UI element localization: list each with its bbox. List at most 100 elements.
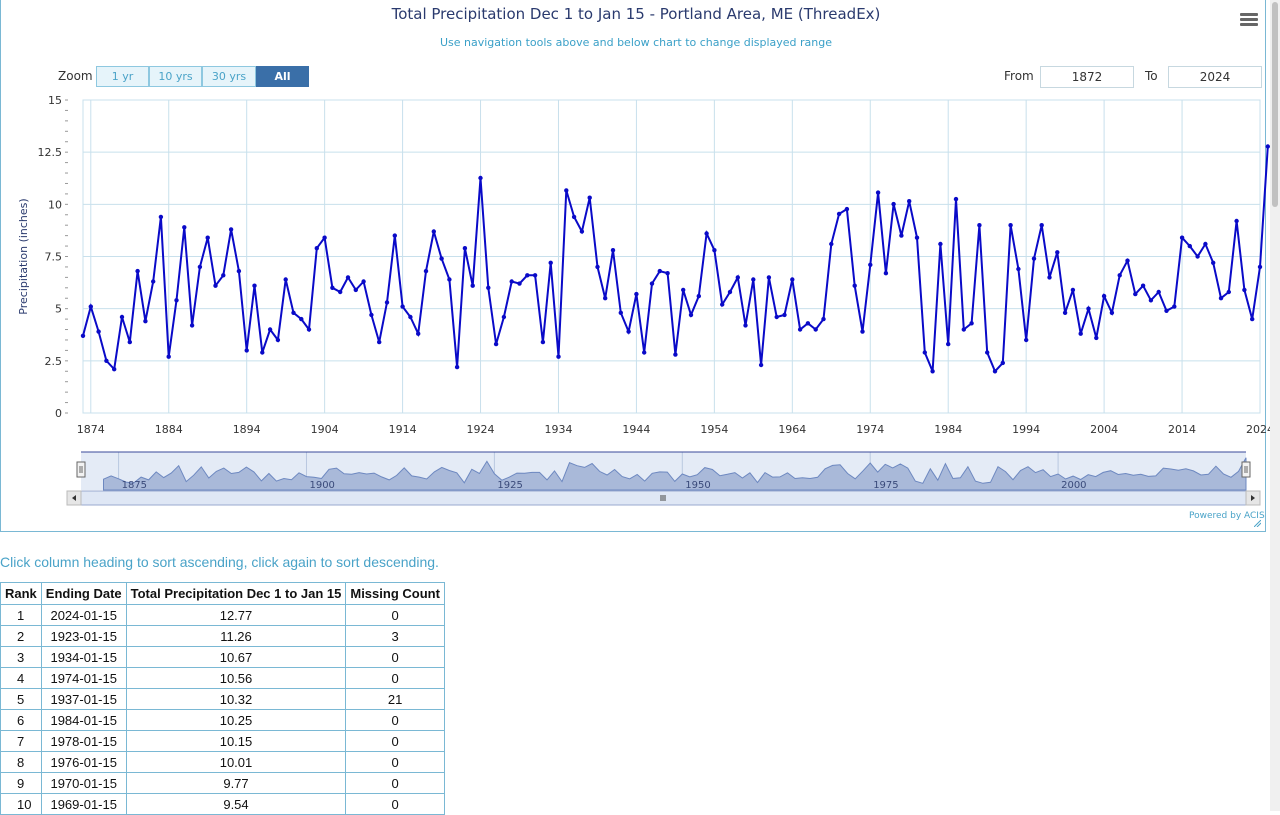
page-scrollbar-thumb[interactable] [1272,2,1278,207]
data-point [166,354,171,359]
chart-title: Total Precipitation Dec 1 to Jan 15 - Po… [391,5,881,23]
precipitation-series-line [82,146,1269,374]
data-point [743,323,748,328]
data-point [88,304,94,309]
data-point [720,302,725,307]
data-point [135,268,140,274]
data-point [548,260,553,265]
data-point [1179,235,1185,240]
total-precip-cell: 10.25 [125,709,347,731]
data-point [478,175,483,181]
data-point [634,291,639,297]
navigator-left-handle[interactable] [76,461,86,478]
data-point [579,229,585,234]
data-point [961,327,966,332]
data-point [985,350,990,355]
chart-panel: Total Precipitation Dec 1 to Jan 15 - Po… [0,0,1271,532]
data-point [330,285,335,290]
y-tick-label: 5 [55,303,62,316]
data-point [158,214,164,220]
x-tick-label: 1904 [311,423,339,436]
data-point [96,329,101,334]
navigator-right-handle[interactable] [1241,461,1251,478]
y-tick-label: 10 [48,198,62,211]
navigator-label: 1975 [873,480,898,491]
data-point [400,304,405,309]
total-precip-cell: 12.77 [125,604,347,626]
navigator-label: 1875 [122,480,147,491]
zoom-10yrs-button[interactable]: 10 yrs [149,66,202,87]
navigator-label: 1900 [309,480,334,491]
data-point [462,246,468,251]
data-point [727,289,733,295]
y-tick-label: 2.5 [45,355,63,368]
data-point [1117,273,1122,278]
data-point [517,281,522,286]
zoom-1yr-button[interactable]: 1 yr [96,66,149,87]
data-point [1257,264,1263,270]
missing-count-cell: 0 [345,730,445,752]
data-point [626,329,631,334]
rank-cell: 3 [0,646,42,668]
total-precip-cell: 10.01 [125,751,347,773]
data-point [946,341,951,347]
navigator-label: 1925 [497,480,522,491]
total-precip-column-header[interactable]: Total Precipitation Dec 1 to Jan 15 [125,582,347,605]
to-year-input[interactable] [1168,66,1262,88]
y-axis-label: Precipitation (inches) [17,198,30,314]
data-point [1250,316,1255,322]
powered-by-acis-link[interactable]: Powered by ACIS [1189,511,1265,521]
data-point [283,277,288,282]
data-point [930,369,935,374]
data-point [267,327,273,332]
missing-count-column-header[interactable]: Missing Count [345,582,445,605]
from-year-input[interactable] [1040,66,1134,88]
page-scrollbar[interactable] [1270,0,1280,811]
total-precip-cell: 9.77 [125,772,347,794]
navigator-area [103,457,1247,491]
missing-count-cell: 0 [345,667,445,689]
data-point [805,321,811,326]
data-point [735,275,740,280]
range-navigator[interactable]: 1875 1900 1925 1950 1975 2000 [1,448,1271,508]
data-point [369,312,374,318]
resize-handle-icon[interactable] [1254,520,1261,527]
data-point [673,352,678,357]
data-point [197,264,203,270]
data-point [143,319,148,324]
data-point [610,248,616,253]
data-point [556,354,561,359]
data-point [408,314,413,320]
data-point [252,283,257,288]
zoom-all-button[interactable]: All [256,66,309,87]
ending-date-cell: 1937-01-15 [40,688,127,710]
navigator-label: 2000 [1061,480,1086,491]
data-point [1023,337,1029,343]
rank-cell: 4 [0,667,42,689]
hamburger-menu-icon[interactable] [1240,13,1258,27]
precipitation-line-chart: 0 2.5 5 7.5 10 12.5 15 1874 1884 1894 1904 1914 1924… [17,94,1271,436]
x-tick-label: 1884 [155,423,183,436]
data-point [852,283,857,288]
x-tick-label: 1984 [934,423,962,436]
data-point [1172,304,1177,309]
rank-column-header[interactable]: Rank [0,582,42,605]
data-point [1218,296,1224,301]
data-point [681,287,686,293]
zoom-30yrs-button[interactable]: 30 yrs [202,66,256,87]
data-point [291,310,296,315]
x-tick-label: 1964 [778,423,806,436]
scroll-left-arrow-icon[interactable] [72,495,76,501]
x-tick-label: 2004 [1090,423,1118,436]
data-point [953,196,959,202]
scroll-right-arrow-icon[interactable] [1251,495,1255,501]
rank-cell: 6 [0,709,42,731]
data-point [688,312,694,318]
ending-date-column-header[interactable]: Ending Date [40,582,127,605]
data-point [1070,287,1076,293]
data-point [618,310,623,315]
data-point [80,333,86,338]
data-point [883,271,889,276]
data-point [260,350,265,355]
data-point [797,327,803,332]
